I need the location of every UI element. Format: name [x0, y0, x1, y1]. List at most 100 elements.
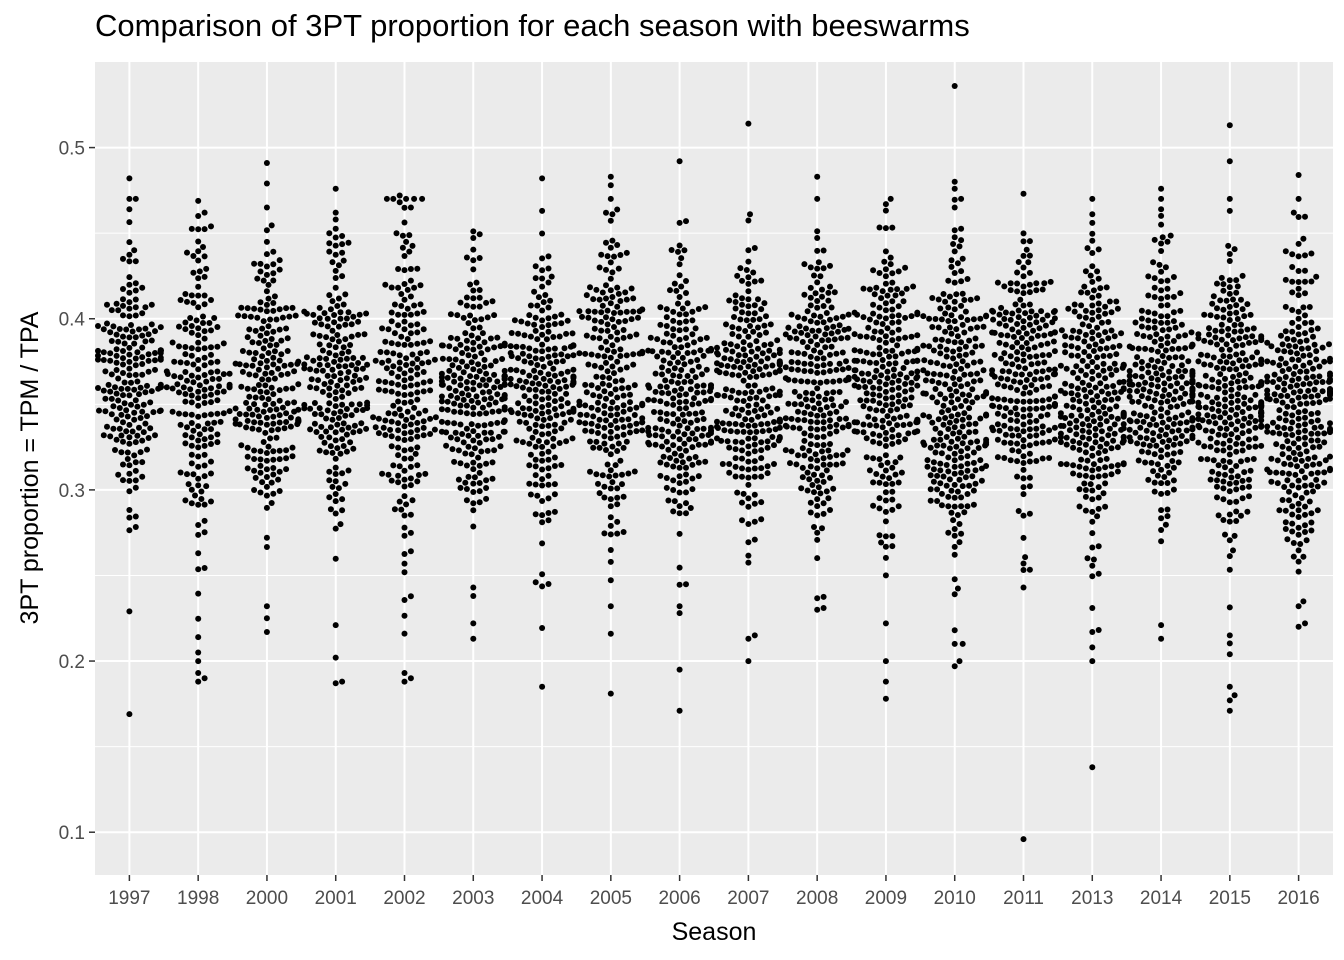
data-point [1111, 421, 1118, 428]
data-point [1238, 321, 1244, 328]
data-point [403, 238, 410, 245]
data-point [131, 452, 138, 459]
data-point [420, 339, 427, 346]
data-point [1068, 352, 1075, 359]
data-point [614, 448, 621, 454]
data-point [476, 382, 483, 389]
data-point [670, 308, 677, 315]
data-point [1220, 440, 1227, 447]
data-point [1188, 329, 1195, 336]
data-point [420, 388, 427, 395]
data-point [740, 346, 747, 353]
data-point [276, 326, 283, 333]
data-point [564, 353, 571, 360]
data-point [958, 237, 965, 244]
data-point [113, 359, 120, 366]
data-point [755, 413, 761, 420]
data-point [1153, 331, 1160, 338]
data-point [681, 361, 688, 368]
data-point [1148, 346, 1155, 353]
data-point [201, 451, 208, 458]
data-point [1070, 369, 1077, 376]
data-point [670, 463, 677, 470]
data-point [966, 421, 973, 428]
y-axis-title: 3PT proportion = TPM / TPA [16, 311, 44, 624]
data-point [1148, 375, 1155, 382]
data-point [1316, 373, 1323, 380]
data-point [1295, 240, 1302, 247]
data-point [1102, 480, 1109, 487]
data-point [714, 367, 720, 374]
data-point [273, 434, 280, 441]
data-point [758, 516, 765, 523]
data-point [1236, 372, 1243, 378]
data-point [547, 377, 554, 384]
data-point [657, 398, 664, 405]
data-point [1298, 495, 1305, 501]
data-point [438, 406, 445, 413]
data-point [527, 359, 534, 366]
data-point [387, 426, 394, 433]
data-point [870, 431, 877, 437]
data-point [1046, 366, 1053, 373]
data-point [1302, 330, 1308, 337]
data-point [884, 292, 891, 299]
data-point [1146, 388, 1153, 395]
data-point [1250, 325, 1257, 332]
data-point [262, 337, 269, 344]
data-point [870, 351, 877, 358]
data-point [185, 481, 192, 488]
data-point [545, 517, 552, 524]
data-point [470, 303, 477, 310]
data-point [460, 439, 467, 446]
data-point [1302, 267, 1308, 274]
data-point [177, 374, 184, 381]
data-point [820, 303, 827, 309]
data-point [1207, 312, 1214, 319]
data-point [1004, 332, 1011, 339]
data-point [100, 357, 107, 363]
data-point [201, 209, 208, 216]
data-point [257, 332, 264, 339]
data-point [377, 349, 384, 355]
data-point [326, 385, 333, 392]
data-point [507, 366, 514, 373]
data-point [619, 416, 625, 423]
data-point [201, 362, 208, 369]
data-point [467, 373, 474, 380]
data-point [782, 331, 789, 338]
data-point [395, 311, 402, 318]
data-point [268, 479, 275, 486]
data-point [1166, 375, 1173, 382]
data-point [776, 358, 783, 365]
data-point [611, 370, 617, 377]
data-point [326, 350, 333, 356]
data-point [169, 408, 176, 415]
data-point [776, 346, 783, 353]
data-point [902, 396, 909, 403]
data-point [126, 514, 133, 521]
data-point [217, 418, 224, 425]
data-point [1226, 707, 1233, 714]
data-point [1316, 460, 1323, 467]
data-point [683, 326, 689, 333]
data-point [596, 416, 603, 423]
data-point [551, 313, 558, 320]
data-point [604, 307, 611, 314]
data-point [994, 436, 1001, 443]
data-point [851, 382, 858, 389]
data-point [1134, 418, 1141, 425]
data-point [332, 654, 339, 661]
data-point [1108, 371, 1115, 378]
data-point [545, 371, 552, 378]
data-point [1015, 314, 1022, 321]
data-point [126, 299, 133, 306]
data-point [1071, 308, 1078, 315]
data-point [814, 247, 821, 254]
data-point [814, 355, 821, 362]
data-point [1138, 448, 1145, 455]
data-point [1014, 339, 1021, 346]
data-point [905, 430, 912, 437]
data-point [745, 521, 752, 527]
data-point [339, 387, 346, 394]
